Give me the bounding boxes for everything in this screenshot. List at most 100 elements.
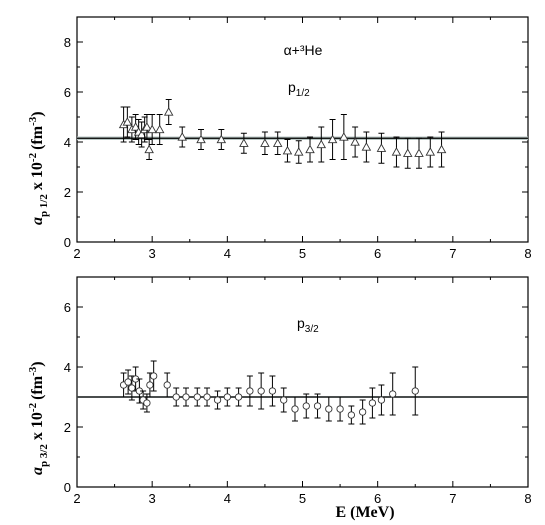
data-point-top [316,139,327,149]
data-point-bottom [182,393,190,401]
data-point-bottom [246,387,254,395]
ylabel-top-rest: x 10 [29,162,46,194]
data-point-top [272,138,283,147]
data-point-bottom [150,372,158,380]
ylabel-top-main: a [29,217,46,225]
wave-label-top: p1/2 [288,79,310,99]
y-axis-label-top: ap 1/2 x 10-2 (fm-3) [27,111,50,225]
y-tick-label-top: 0 [64,235,71,250]
data-point-bottom [268,387,277,395]
data-point-top [391,147,402,156]
y-tick-label-top: 6 [64,85,71,100]
data-point-top [425,147,436,156]
data-point-top [293,147,304,156]
data-point-bottom [143,399,151,407]
x-tick-label-bottom: 4 [224,491,231,506]
x-tick-label-bottom: 6 [374,491,381,506]
x-tick-label-bottom: 3 [149,491,156,506]
data-point-bottom [347,411,356,419]
data-point-top [239,138,249,147]
ylabel-top-exp: -2 [27,152,39,162]
data-point-top [376,143,387,152]
data-point-top [282,145,293,155]
x-tick-label-bottom: 2 [73,491,80,506]
x-tick-label-top: 5 [299,246,306,261]
ylabel-bottom-exp: -2 [27,402,39,412]
x-axis-label: E (MeV) [335,504,394,521]
data-point-top [327,134,338,144]
wave-label-bottom-sub: 3/2 [305,324,319,335]
data-point-bottom [213,396,222,404]
data-point-top [177,132,187,141]
x-tick-label-top: 8 [524,246,531,261]
ylabel-bottom-unit-exp: -3 [27,366,39,376]
data-point-bottom [203,393,211,401]
ylabel-bottom-sub: p 3/2 [38,444,50,467]
data-point-bottom [411,387,419,395]
data-point-top [436,144,447,154]
data-point-top [122,117,133,126]
data-point-bottom [223,393,231,401]
x-tick-label-bottom: 7 [449,491,456,506]
ylabel-top-unit: (fm [29,125,46,150]
x-tick-label-bottom: 5 [299,491,306,506]
data-point-bottom [172,393,180,401]
data-point-top [130,122,141,131]
ylabel-bottom-main: a [29,467,46,475]
x-tick-label-top: 3 [149,246,156,261]
data-point-bottom [128,384,136,392]
x-tick-label-top: 6 [374,246,381,261]
y-axis-label-bottom: ap 3/2 x 10-2 (fm-3) [27,361,50,475]
data-point-top [154,124,165,134]
data-point-bottom [163,381,171,389]
data-point-top [339,132,349,141]
data-point-bottom [124,378,132,386]
data-point-top [196,134,206,144]
ylabel-bottom-close: ) [29,361,46,366]
data-point-bottom [291,405,299,413]
data-point-bottom [325,405,333,413]
data-point-top [142,122,152,131]
y-tick-label-bottom: 0 [64,480,71,495]
data-point-top [136,129,147,139]
wave-label-bottom-main: p [297,315,305,331]
data-point-bottom [377,396,386,404]
data-point-bottom [280,396,288,404]
data-point-top [305,144,315,154]
data-point-top [216,134,227,144]
data-point-bottom [193,393,201,401]
data-point-top [163,107,174,116]
data-point-top [350,137,360,146]
y-tick-label-bottom: 4 [64,360,71,375]
ylabel-top-unit-exp: -3 [27,116,39,126]
data-point-bottom [302,402,310,410]
data-point-top [402,148,413,157]
y-tick-label-top: 2 [64,185,71,200]
data-point-bottom [257,387,265,395]
ylabel-bottom-unit: (fm [29,375,46,400]
x-tick-label-top: 4 [224,246,231,261]
data-points-top [118,99,447,169]
data-point-bottom [313,402,322,410]
ylabel-bottom-rest: x 10 [29,412,46,444]
data-point-bottom [358,408,367,416]
data-point-bottom [234,393,243,401]
reaction-label: α+³He [284,42,323,58]
y-tick-label-top: 4 [64,135,71,150]
data-point-bottom [368,399,377,407]
wave-label-top-sub: 1/2 [296,88,310,99]
data-point-bottom [146,381,154,389]
wave-label-top-main: p [288,79,296,95]
plot-frame-bottom [76,276,529,488]
data-point-top [414,148,424,157]
y-tick-label-bottom: 2 [64,420,71,435]
data-point-bottom [389,390,397,398]
data-point-top [147,124,157,134]
data-point-top [144,144,154,154]
y-tick-label-bottom: 6 [64,300,71,315]
